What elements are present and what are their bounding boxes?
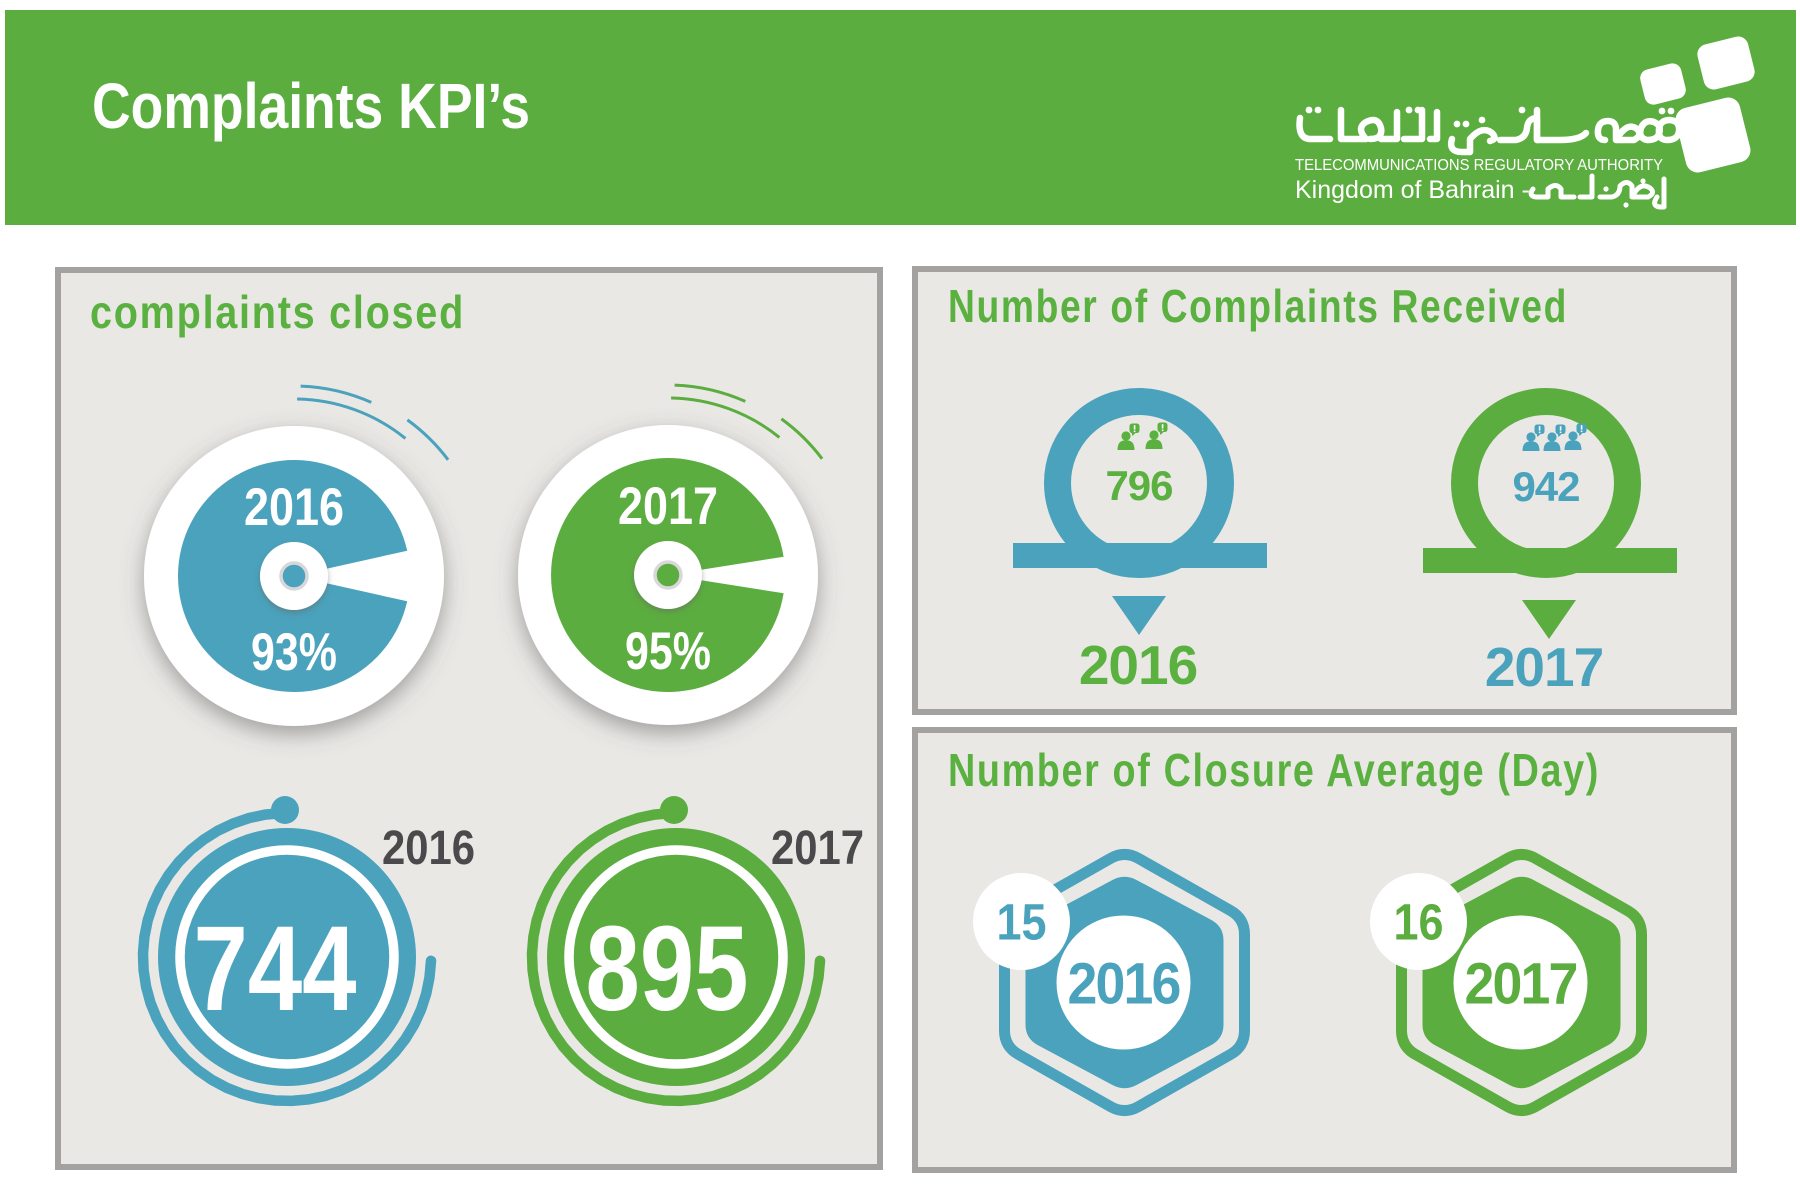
svg-text:796: 796 [1105,462,1172,509]
svg-text:2017: 2017 [1465,952,1577,1017]
svg-text:2016: 2016 [1079,634,1197,696]
svg-text:TELECOMMUNICATIONS REGULATORY: TELECOMMUNICATIONS REGULATORY AUTHORITY [1295,157,1663,174]
svg-text:15: 15 [997,894,1047,951]
svg-text:2017: 2017 [771,822,864,875]
svg-text:2017: 2017 [1485,636,1603,698]
svg-text:744: 744 [194,900,357,1036]
svg-text:93%: 93% [251,623,337,682]
svg-text:2016: 2016 [244,478,344,537]
svg-text:complaints closed: complaints closed [90,286,465,338]
svg-text:942: 942 [1512,463,1579,510]
svg-text:Number of Complaints Received: Number of Complaints Received [948,280,1568,332]
svg-text:16: 16 [1394,894,1444,951]
svg-text:Number of Closure Average (Day: Number of Closure Average (Day) [948,744,1600,796]
svg-text:Complaints KPI’s: Complaints KPI’s [92,70,530,142]
svg-text:95%: 95% [625,622,711,681]
svg-text:895: 895 [586,900,749,1036]
svg-text:2016: 2016 [1068,952,1181,1017]
svg-text:2016: 2016 [382,822,475,875]
svg-text:2017: 2017 [618,477,718,536]
svg-text:Kingdom of Bahrain -: Kingdom of Bahrain - [1295,176,1530,204]
